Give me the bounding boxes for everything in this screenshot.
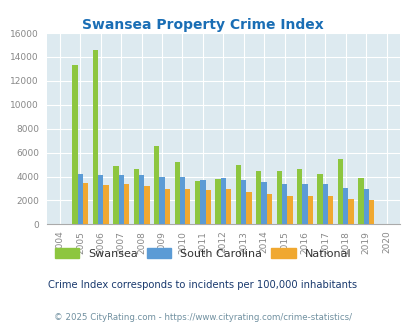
Bar bbox=[164, 189, 170, 224]
Bar bbox=[113, 166, 118, 224]
Bar bbox=[226, 189, 231, 224]
Bar bbox=[322, 184, 327, 224]
Legend: Swansea, South Carolina, National: Swansea, South Carolina, National bbox=[51, 245, 354, 262]
Bar bbox=[220, 178, 226, 224]
Bar bbox=[368, 200, 373, 224]
Bar bbox=[256, 171, 261, 224]
Bar bbox=[241, 180, 246, 224]
Bar bbox=[174, 162, 179, 224]
Bar bbox=[347, 199, 353, 224]
Bar bbox=[98, 175, 103, 224]
Text: © 2025 CityRating.com - https://www.cityrating.com/crime-statistics/: © 2025 CityRating.com - https://www.city… bbox=[54, 313, 351, 322]
Text: Swansea Property Crime Index: Swansea Property Crime Index bbox=[82, 18, 323, 32]
Bar bbox=[235, 165, 241, 224]
Bar bbox=[281, 184, 286, 224]
Bar bbox=[72, 65, 77, 224]
Bar bbox=[362, 189, 368, 224]
Bar bbox=[83, 183, 88, 224]
Bar bbox=[327, 196, 333, 224]
Bar bbox=[200, 180, 205, 224]
Bar bbox=[302, 184, 307, 224]
Bar bbox=[276, 171, 281, 224]
Bar bbox=[246, 192, 251, 224]
Bar bbox=[317, 174, 322, 224]
Bar bbox=[185, 189, 190, 224]
Bar bbox=[179, 177, 185, 224]
Bar bbox=[159, 177, 164, 224]
Bar bbox=[342, 188, 347, 224]
Bar bbox=[93, 50, 98, 224]
Bar bbox=[266, 194, 271, 224]
Bar bbox=[139, 175, 144, 224]
Bar bbox=[124, 184, 129, 224]
Bar bbox=[103, 185, 109, 224]
Bar bbox=[261, 182, 266, 224]
Bar bbox=[154, 146, 159, 224]
Bar bbox=[118, 175, 124, 224]
Bar bbox=[133, 169, 139, 224]
Bar bbox=[357, 178, 362, 224]
Bar bbox=[337, 159, 342, 224]
Bar bbox=[205, 190, 210, 224]
Bar bbox=[77, 174, 83, 224]
Bar bbox=[296, 169, 302, 224]
Bar bbox=[307, 196, 312, 224]
Bar bbox=[194, 182, 200, 224]
Bar bbox=[144, 186, 149, 224]
Text: Crime Index corresponds to incidents per 100,000 inhabitants: Crime Index corresponds to incidents per… bbox=[48, 280, 357, 290]
Bar bbox=[286, 196, 292, 224]
Bar bbox=[215, 179, 220, 224]
